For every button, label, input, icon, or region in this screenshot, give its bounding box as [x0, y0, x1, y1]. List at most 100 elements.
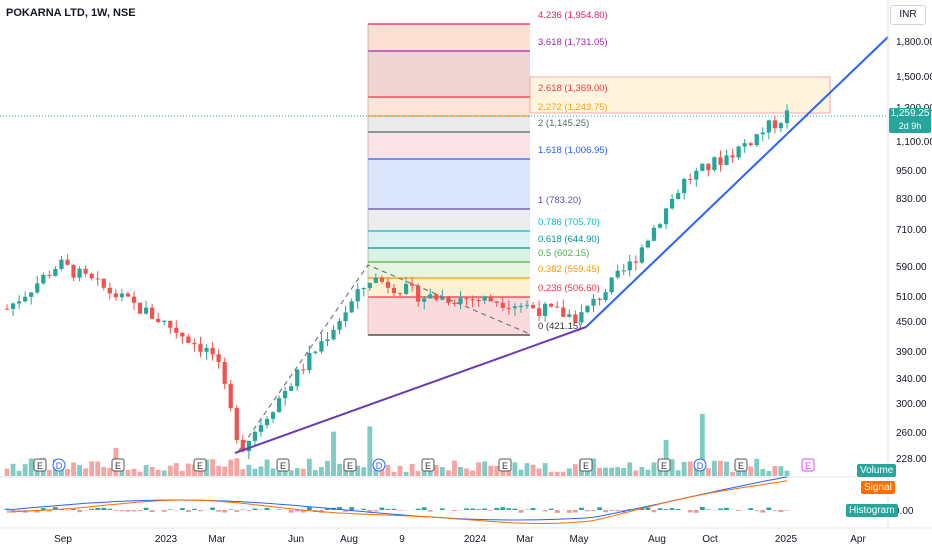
macd-histogram-bar: [288, 510, 294, 513]
volume-bar: [566, 468, 572, 476]
macd-histogram-bar: [46, 510, 52, 512]
price-tick-label: 1,500.00: [896, 72, 932, 83]
currency-button[interactable]: INR: [890, 5, 926, 25]
macd-histogram-bar: [125, 510, 131, 512]
volume-bar: [548, 471, 554, 476]
volume-bar: [119, 470, 125, 476]
earnings-marker[interactable]: E: [111, 458, 125, 472]
candle-body: [428, 294, 433, 299]
time-tick-label: 2023: [155, 534, 178, 545]
earnings-marker[interactable]: E: [421, 458, 435, 472]
time-axis[interactable]: Sep 2023 Mar Jun Aug 9 2024 Mar May Aug Oct 2025 Apr: [54, 534, 866, 545]
candle-body: [724, 155, 729, 165]
macd-histogram-bar: [669, 508, 675, 510]
time-tick-label: Mar: [208, 534, 226, 545]
macd-histogram-bar: [645, 507, 651, 510]
macd-histogram-bar: [300, 510, 306, 513]
macd-histogram-bar: [506, 508, 512, 510]
price-tick-label: 300.00: [896, 399, 927, 410]
candle-body: [476, 300, 481, 302]
histogram-legend-tag[interactable]: Histogram: [846, 504, 898, 517]
candle-body: [633, 261, 638, 263]
symbol-title[interactable]: POKARNA LTD, 1W, NSE: [6, 7, 136, 19]
macd-histogram-bar: [161, 510, 167, 512]
candle-body: [343, 312, 348, 322]
macd-histogram-bar: [591, 510, 596, 512]
volume-bar: [240, 469, 246, 476]
macd-histogram-bar: [548, 508, 554, 510]
candle-body: [270, 412, 276, 419]
macd-histogram-bar: [693, 510, 699, 513]
candle-body: [391, 287, 397, 294]
earnings-marker[interactable]: E: [579, 458, 593, 472]
macd-axis-zero: 0.00: [894, 506, 914, 517]
macd-histogram-bar: [276, 509, 282, 510]
candle-body: [778, 123, 784, 129]
candle-body: [289, 386, 294, 391]
candle-body: [89, 273, 94, 279]
macd-histogram-bar: [585, 510, 590, 512]
candle-body: [488, 296, 493, 302]
volume-bar: [651, 462, 657, 476]
macd-histogram-bar: [137, 510, 143, 512]
price-axis[interactable]: 1,800.001,500.001,300.001,100.00950.0083…: [896, 37, 932, 465]
volume-bar: [663, 440, 669, 476]
volume-bar: [687, 461, 693, 476]
earnings-marker[interactable]: E: [343, 458, 357, 472]
macd-histogram-bar: [530, 508, 536, 510]
candle-body: [301, 369, 306, 371]
time-tick-label: 2024: [464, 534, 487, 545]
volume-bar: [300, 468, 306, 476]
volume-bar: [361, 467, 367, 476]
macd-histogram-bar: [452, 510, 457, 512]
candle-body: [452, 302, 457, 304]
fib-label-2: 2 (1,145.25): [538, 118, 589, 129]
dividend-marker[interactable]: D: [693, 458, 707, 472]
earnings-marker[interactable]: E: [657, 458, 671, 472]
macd-histogram-bar: [385, 508, 391, 510]
earnings-marker[interactable]: E: [734, 458, 748, 472]
volume-bar: [403, 471, 409, 476]
volume-bar: [204, 459, 209, 476]
volume-bar: [276, 471, 282, 476]
macd-histogram-bar: [234, 510, 240, 512]
uptrend-line[interactable]: [585, 36, 889, 328]
candle-body: [29, 292, 34, 297]
earnings-marker[interactable]: E: [801, 458, 815, 472]
macd-histogram-bar: [500, 507, 506, 510]
candle-body: [512, 306, 518, 309]
candle-body: [591, 298, 596, 306]
candle-body: [742, 143, 747, 147]
svg-text:E: E: [280, 461, 286, 471]
candle-body: [651, 227, 657, 241]
macd-histogram-bar: [778, 510, 784, 512]
macd-histogram-bar: [325, 508, 330, 510]
candle-body: [276, 398, 282, 413]
volume-bar: [778, 466, 784, 476]
macd-histogram-bar: [349, 507, 355, 510]
earnings-marker[interactable]: E: [193, 458, 207, 472]
macd-histogram-bar: [264, 508, 270, 510]
volume-bar: [131, 468, 137, 476]
earnings-marker[interactable]: E: [498, 458, 512, 472]
last-price-value: 1,259.25: [890, 108, 930, 119]
candle-body: [283, 390, 288, 399]
dividend-marker[interactable]: D: [52, 458, 66, 472]
support-trendline[interactable]: [234, 326, 587, 454]
earnings-marker[interactable]: E: [276, 458, 290, 472]
macd-histogram-bar: [766, 507, 772, 510]
volume-legend-tag[interactable]: Volume: [857, 464, 897, 477]
volume-bar: [125, 469, 131, 476]
dividend-marker[interactable]: D: [372, 458, 386, 472]
candle-body: [585, 305, 590, 313]
candle-body: [337, 321, 342, 330]
candle-body: [240, 439, 245, 452]
earnings-marker[interactable]: E: [33, 458, 47, 472]
candle-body: [688, 178, 693, 180]
macd-histogram-bar: [542, 510, 548, 512]
candle-body: [216, 354, 221, 363]
macd-histogram-bar: [675, 508, 681, 510]
signal-legend-tag[interactable]: Signal: [861, 481, 895, 494]
